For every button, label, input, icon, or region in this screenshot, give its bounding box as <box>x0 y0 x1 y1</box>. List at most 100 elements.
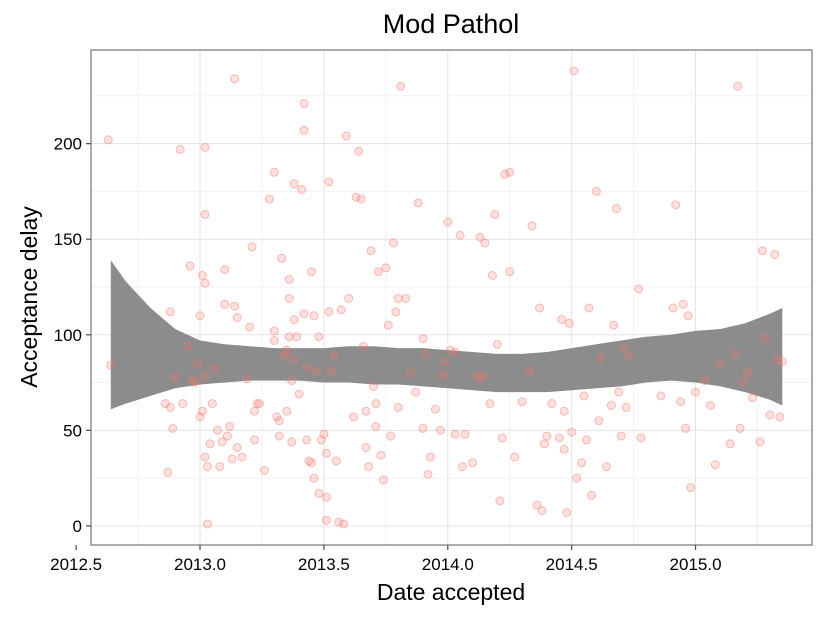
data-point <box>490 209 500 219</box>
data-point <box>321 448 331 458</box>
data-point <box>215 462 225 472</box>
data-point <box>284 274 294 284</box>
data-point <box>349 412 359 422</box>
data-point <box>321 515 331 525</box>
data-point <box>621 402 631 412</box>
data-point <box>487 271 497 280</box>
data-point <box>287 376 297 386</box>
data-point <box>591 186 601 196</box>
data-point <box>594 416 604 426</box>
grid-lines <box>91 50 812 545</box>
data-point <box>334 517 344 527</box>
data-point <box>468 458 478 468</box>
y-tick-label: 100 <box>54 326 82 345</box>
y-tick-label: 50 <box>63 421 82 440</box>
data-point <box>557 315 567 324</box>
data-point <box>757 246 767 256</box>
data-point <box>287 437 297 447</box>
data-point <box>577 458 587 468</box>
data-point <box>450 429 460 439</box>
data-point <box>314 332 324 342</box>
data-point <box>681 423 691 433</box>
data-point <box>376 450 386 460</box>
data-point <box>195 311 205 321</box>
data-point <box>336 305 346 315</box>
data-point <box>510 452 520 462</box>
data-point <box>527 221 537 231</box>
data-point <box>294 389 304 399</box>
data-point <box>309 473 319 483</box>
data-point <box>435 425 445 435</box>
data-point <box>430 404 440 414</box>
data-point <box>212 425 222 435</box>
x-axis-label: Date accepted <box>377 579 525 605</box>
smooth-confidence-band <box>110 260 783 410</box>
data-point <box>775 412 785 422</box>
data-point <box>203 462 212 472</box>
data-point <box>165 402 175 412</box>
data-point <box>624 351 634 361</box>
data-point <box>183 341 193 351</box>
data-point <box>572 473 582 483</box>
x-tick-label: 2015.0 <box>670 555 722 574</box>
plot-border <box>90 49 813 546</box>
data-point <box>686 483 696 493</box>
data-point <box>525 366 534 376</box>
data-point <box>188 376 198 386</box>
axes: 2012.5 2013.0 2013.5 2014.0 2014.5 2015.0 0 50 1… <box>50 135 721 574</box>
data-point <box>537 506 547 516</box>
data-point <box>227 454 237 464</box>
y-tick-label: 200 <box>54 135 82 154</box>
data-point <box>725 439 735 449</box>
data-point <box>319 429 329 439</box>
data-point <box>190 378 200 387</box>
data-point <box>418 423 428 433</box>
data-point <box>242 374 252 384</box>
data-point <box>391 307 401 317</box>
data-point <box>309 311 319 321</box>
data-point <box>517 397 527 407</box>
data-point <box>406 368 416 378</box>
data-point <box>259 466 269 475</box>
data-point <box>361 406 371 416</box>
data-point <box>297 185 307 194</box>
data-point <box>735 423 745 433</box>
data-point <box>198 406 207 416</box>
data-point <box>307 267 316 277</box>
y-tick-label: 150 <box>54 230 82 249</box>
data-point <box>299 99 309 108</box>
data-point <box>220 265 230 275</box>
data-point <box>539 439 549 449</box>
data-point <box>619 343 629 353</box>
data-point <box>371 399 381 409</box>
data-point <box>329 351 339 361</box>
data-point <box>656 391 666 401</box>
data-point <box>760 334 770 344</box>
data-point <box>587 490 596 500</box>
data-point <box>371 422 381 431</box>
data-point <box>269 326 279 336</box>
data-point <box>312 366 321 376</box>
chart-title: Mod Pathol <box>383 9 520 39</box>
data-point <box>535 303 544 313</box>
data-points <box>103 66 787 529</box>
data-point <box>205 439 215 449</box>
data-point <box>418 334 428 344</box>
data-point <box>299 309 309 319</box>
data-point <box>106 360 116 370</box>
data-point <box>321 492 331 502</box>
data-point <box>396 81 406 91</box>
data-point <box>485 399 495 409</box>
data-point <box>339 519 349 529</box>
data-point <box>505 167 515 177</box>
data-point <box>542 431 552 441</box>
data-point <box>378 475 388 485</box>
data-point <box>668 303 678 313</box>
data-point <box>279 351 289 361</box>
data-point <box>207 399 217 409</box>
data-point <box>500 169 510 179</box>
data-point <box>777 357 787 366</box>
data-point <box>369 381 378 391</box>
data-point <box>497 433 507 443</box>
data-point <box>250 435 259 445</box>
